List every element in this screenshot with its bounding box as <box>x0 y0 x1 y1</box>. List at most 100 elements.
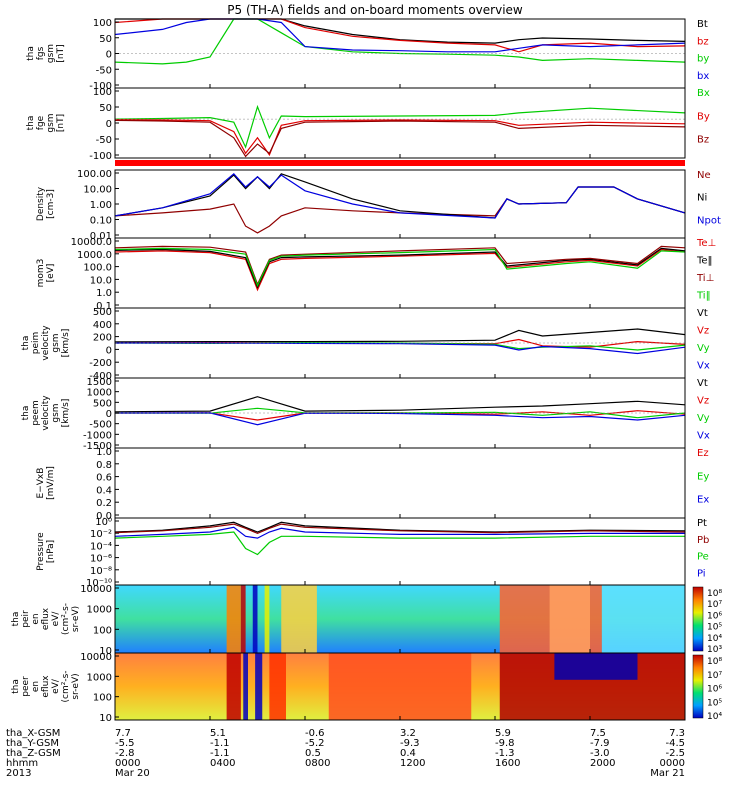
ephemeris-date: Mar 21 <box>650 768 685 779</box>
colorbar-tick-label: 10⁵ <box>707 698 722 708</box>
y-tick-label: 100 <box>93 87 112 98</box>
ephemeris-value: -1.1 <box>210 748 230 759</box>
legend-bt: Bt <box>697 19 708 30</box>
y-axis-label-line: eflux <box>41 675 51 698</box>
panel-4: Te⊥ Te‖ Ti⊥ Ti‖ 10000.0 1000.0 100.010.0 1.0 0.1… <box>36 237 716 312</box>
y-axis-label: Density[cm-3] <box>36 186 56 221</box>
y-axis-label-line: tha <box>26 116 36 131</box>
y-tick-label: 0 <box>106 409 112 420</box>
y-axis-label: mom3[eV] <box>36 259 56 288</box>
legend-ex: Ex <box>697 495 709 506</box>
series-pe <box>114 531 685 556</box>
panel-10: 10⁸ 10⁷ 10⁶ 10⁵ 10⁴ 10000 1000 100 10 thapeerenef… <box>11 652 722 724</box>
series-pi <box>114 526 685 539</box>
y-tick-label: 1000 <box>87 388 112 399</box>
y-tick-label: -50 <box>96 135 112 146</box>
legend-te‖: Te‖ <box>696 256 713 267</box>
spectrogram-band <box>601 585 685 653</box>
y-axis-label-line: eV/ <box>51 611 61 627</box>
y-axis-label-line: [nT] <box>56 114 66 132</box>
legend-by: By <box>697 111 710 122</box>
y-tick-label: 500 <box>93 398 112 409</box>
ephemeris-value: 0000 <box>115 758 140 769</box>
y-axis-label: thapeimvelocitygsm[km/s] <box>21 325 71 361</box>
y-axis-label-line: fgs <box>36 46 46 60</box>
y-tick-label: 10⁻⁶ <box>90 554 112 565</box>
y-tick-label: -1000 <box>83 430 112 441</box>
colorbar-tick-label: 10⁵ <box>707 623 722 633</box>
y-axis-label-line: tha <box>11 612 21 627</box>
y-axis-label-line: [mV/m] <box>46 466 56 500</box>
y-tick-label: 1000 <box>87 605 112 616</box>
y-tick-label: 10.00 <box>83 185 112 196</box>
y-axis-label-line: [km/s] <box>61 329 71 358</box>
ephemeris-value: 5.1 <box>210 728 226 739</box>
panel-frame <box>114 237 686 309</box>
y-tick-label: 10⁻² <box>90 529 112 540</box>
spectrogram-band <box>226 653 241 720</box>
y-tick-label: 1000 <box>87 672 112 683</box>
y-tick-label: 1000.0 <box>77 250 112 261</box>
colorbar-tick-label: 10⁴ <box>707 712 722 722</box>
y-tick-label: 100 <box>93 625 112 636</box>
ephemeris-value: 0.4 <box>400 748 416 759</box>
y-axis-label-line: peem <box>31 400 41 426</box>
ephemeris-value: -5.2 <box>305 738 325 749</box>
y-axis-label-line: velocity <box>41 395 51 431</box>
legend-vx: Vx <box>697 431 710 442</box>
ephemeris-value: -3.0 <box>590 748 610 759</box>
ephemeris-value: -7.9 <box>590 738 610 749</box>
y-tick-label: 10⁰ <box>95 517 112 528</box>
ephemeris-value: 7.5 <box>590 728 606 739</box>
legend-ni: Ni <box>697 193 707 204</box>
panel-frame <box>114 87 686 159</box>
series-bx <box>114 104 686 149</box>
colorbar-tick-label: 10⁷ <box>707 671 722 681</box>
y-tick-label: 100.0 <box>83 263 112 274</box>
y-tick-label: -100 <box>89 151 112 162</box>
ephemeris-value: -4.5 <box>665 738 685 749</box>
colorbar <box>692 586 704 652</box>
y-tick-label: 10⁻⁴ <box>90 541 112 552</box>
y-axis-label-line: [nT] <box>56 44 66 62</box>
panel-5: Vt Vz Vy Vx 500 400 2000 -200 -400 thapeimvelocit… <box>21 307 710 382</box>
y-axis-label: thafgsgsm[nT] <box>26 44 66 63</box>
colorbar-tick-label: 10⁶ <box>707 611 722 621</box>
colorbar-tick-label: 10⁸ <box>707 657 722 667</box>
ephemeris-date: Mar 20 <box>115 768 150 779</box>
y-tick-label: 1.0 <box>96 288 112 299</box>
spectrogram-band <box>264 585 270 653</box>
spectrogram-band <box>255 653 263 720</box>
y-axis-label-line: [cm-3] <box>46 189 56 219</box>
series-ti⊥ <box>114 245 686 286</box>
legend-by: by <box>697 54 709 65</box>
ephemeris-value: -9.8 <box>495 738 515 749</box>
panel-frame <box>114 447 686 519</box>
legend-npot: Npot <box>697 215 721 226</box>
legend-vt: Vt <box>697 308 708 319</box>
legend-vz: Vz <box>697 326 709 337</box>
ephemeris-table: tha_X-GSMtha_Y-GSMtha_Z-GSMhhmm20137.7-5… <box>6 728 685 779</box>
y-tick-label: 200 <box>93 333 112 344</box>
series-ne <box>114 186 686 234</box>
ephemeris-value: -2.8 <box>115 748 135 759</box>
ephemeris-value: 7.3 <box>669 728 685 739</box>
y-axis-label-line: peer <box>21 676 31 697</box>
ephemeris-value: 2000 <box>590 758 615 769</box>
legend-te⊥: Te⊥ <box>696 238 716 249</box>
series-bz <box>114 119 686 158</box>
legend-vt: Vt <box>697 378 708 389</box>
y-axis-label: thapeerenefluxeV/(cm²-s-sr-eV) <box>11 670 81 702</box>
series-vx <box>115 342 686 355</box>
y-axis-label-line: E−VxB <box>36 468 46 499</box>
y-tick-label: 0.2 <box>96 498 112 509</box>
y-axis-label-line: fge <box>36 115 46 130</box>
y-tick-label: 0 <box>106 119 112 130</box>
series-pb <box>114 523 686 535</box>
y-axis-label-line: tha <box>21 406 31 421</box>
ephemeris-row-label: 2013 <box>6 768 31 779</box>
spectrogram-band <box>269 653 286 720</box>
y-axis-label-line: (cm²-s- <box>61 603 71 635</box>
legend-pb: Pb <box>697 535 709 546</box>
